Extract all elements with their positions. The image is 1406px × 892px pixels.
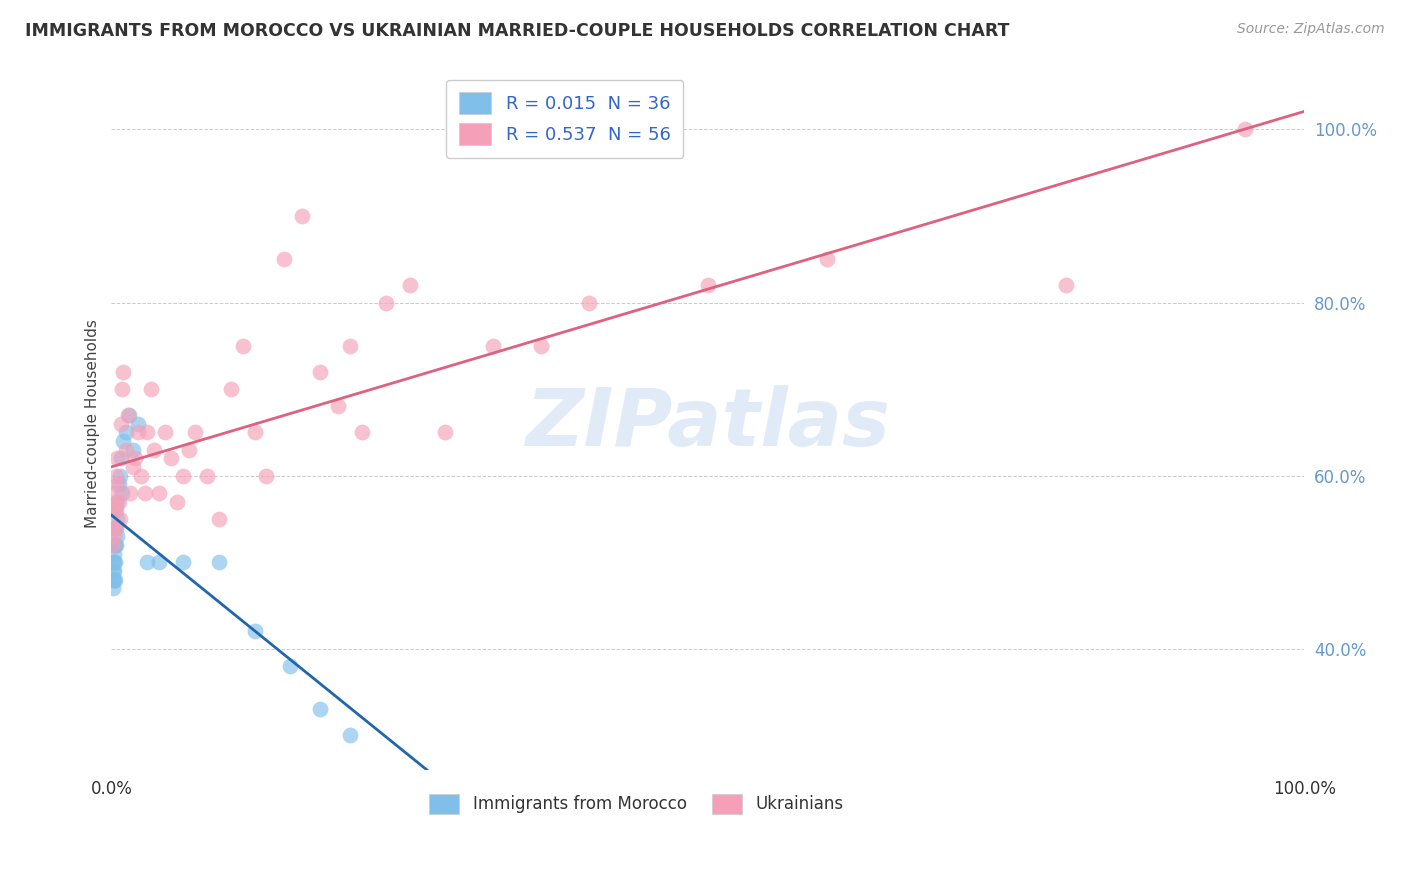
Point <box>103 547 125 561</box>
Point <box>398 278 420 293</box>
Point <box>111 382 134 396</box>
Point <box>105 451 128 466</box>
Point <box>114 442 136 457</box>
Y-axis label: Married-couple Households: Married-couple Households <box>86 319 100 528</box>
Point <box>103 503 125 517</box>
Point <box>118 408 141 422</box>
Point <box>101 581 124 595</box>
Point <box>256 468 278 483</box>
Point <box>243 425 266 440</box>
Point <box>208 555 231 569</box>
Text: ZIPatlas: ZIPatlas <box>526 384 890 463</box>
Point <box>110 417 132 431</box>
Point <box>114 425 136 440</box>
Point <box>339 339 361 353</box>
Point <box>105 520 128 534</box>
Point <box>172 468 194 483</box>
Point <box>117 408 139 422</box>
Point <box>108 512 131 526</box>
Point <box>232 339 254 353</box>
Point <box>172 555 194 569</box>
Point <box>107 494 129 508</box>
Point <box>434 425 457 440</box>
Point <box>184 425 207 440</box>
Point <box>278 659 301 673</box>
Point <box>127 417 149 431</box>
Point <box>696 278 718 293</box>
Point <box>104 538 127 552</box>
Point <box>273 252 295 267</box>
Point <box>101 538 124 552</box>
Point <box>815 252 838 267</box>
Point <box>160 451 183 466</box>
Point <box>136 425 159 440</box>
Point <box>143 442 166 457</box>
Point <box>374 295 396 310</box>
Point <box>195 468 218 483</box>
Point <box>482 339 505 353</box>
Point <box>122 442 145 457</box>
Point <box>110 451 132 466</box>
Point <box>578 295 600 310</box>
Text: Source: ZipAtlas.com: Source: ZipAtlas.com <box>1237 22 1385 37</box>
Point <box>1233 122 1256 136</box>
Point <box>105 529 128 543</box>
Point <box>101 564 124 578</box>
Point <box>153 425 176 440</box>
Point <box>103 555 125 569</box>
Point <box>243 624 266 639</box>
Point <box>104 503 127 517</box>
Point <box>101 520 124 534</box>
Point <box>105 512 128 526</box>
Point <box>105 468 128 483</box>
Point <box>103 538 125 552</box>
Point <box>120 486 142 500</box>
Point <box>105 503 128 517</box>
Point <box>309 365 332 379</box>
Point <box>127 425 149 440</box>
Point <box>1054 278 1077 293</box>
Legend: Immigrants from Morocco, Ukrainians: Immigrants from Morocco, Ukrainians <box>419 784 853 824</box>
Point <box>219 382 242 396</box>
Point <box>103 573 125 587</box>
Point <box>104 555 127 569</box>
Point <box>350 425 373 440</box>
Point <box>105 477 128 491</box>
Point <box>326 400 349 414</box>
Point <box>291 209 314 223</box>
Point <box>104 520 127 534</box>
Point <box>101 573 124 587</box>
Point <box>122 460 145 475</box>
Point <box>148 555 170 569</box>
Point <box>105 538 128 552</box>
Point <box>104 573 127 587</box>
Point <box>103 529 125 543</box>
Point <box>139 382 162 396</box>
Point <box>104 486 127 500</box>
Point <box>309 702 332 716</box>
Point <box>339 728 361 742</box>
Point <box>101 555 124 569</box>
Point <box>105 494 128 508</box>
Point <box>112 365 135 379</box>
Point <box>107 477 129 491</box>
Point <box>530 339 553 353</box>
Point <box>124 451 146 466</box>
Point <box>148 486 170 500</box>
Point <box>104 520 127 534</box>
Text: IMMIGRANTS FROM MOROCCO VS UKRAINIAN MARRIED-COUPLE HOUSEHOLDS CORRELATION CHART: IMMIGRANTS FROM MOROCCO VS UKRAINIAN MAR… <box>25 22 1010 40</box>
Point <box>134 486 156 500</box>
Point <box>105 494 128 508</box>
Point <box>111 486 134 500</box>
Point <box>112 434 135 448</box>
Point <box>103 564 125 578</box>
Point <box>129 468 152 483</box>
Point <box>166 494 188 508</box>
Point <box>108 468 131 483</box>
Point <box>177 442 200 457</box>
Point <box>136 555 159 569</box>
Point <box>208 512 231 526</box>
